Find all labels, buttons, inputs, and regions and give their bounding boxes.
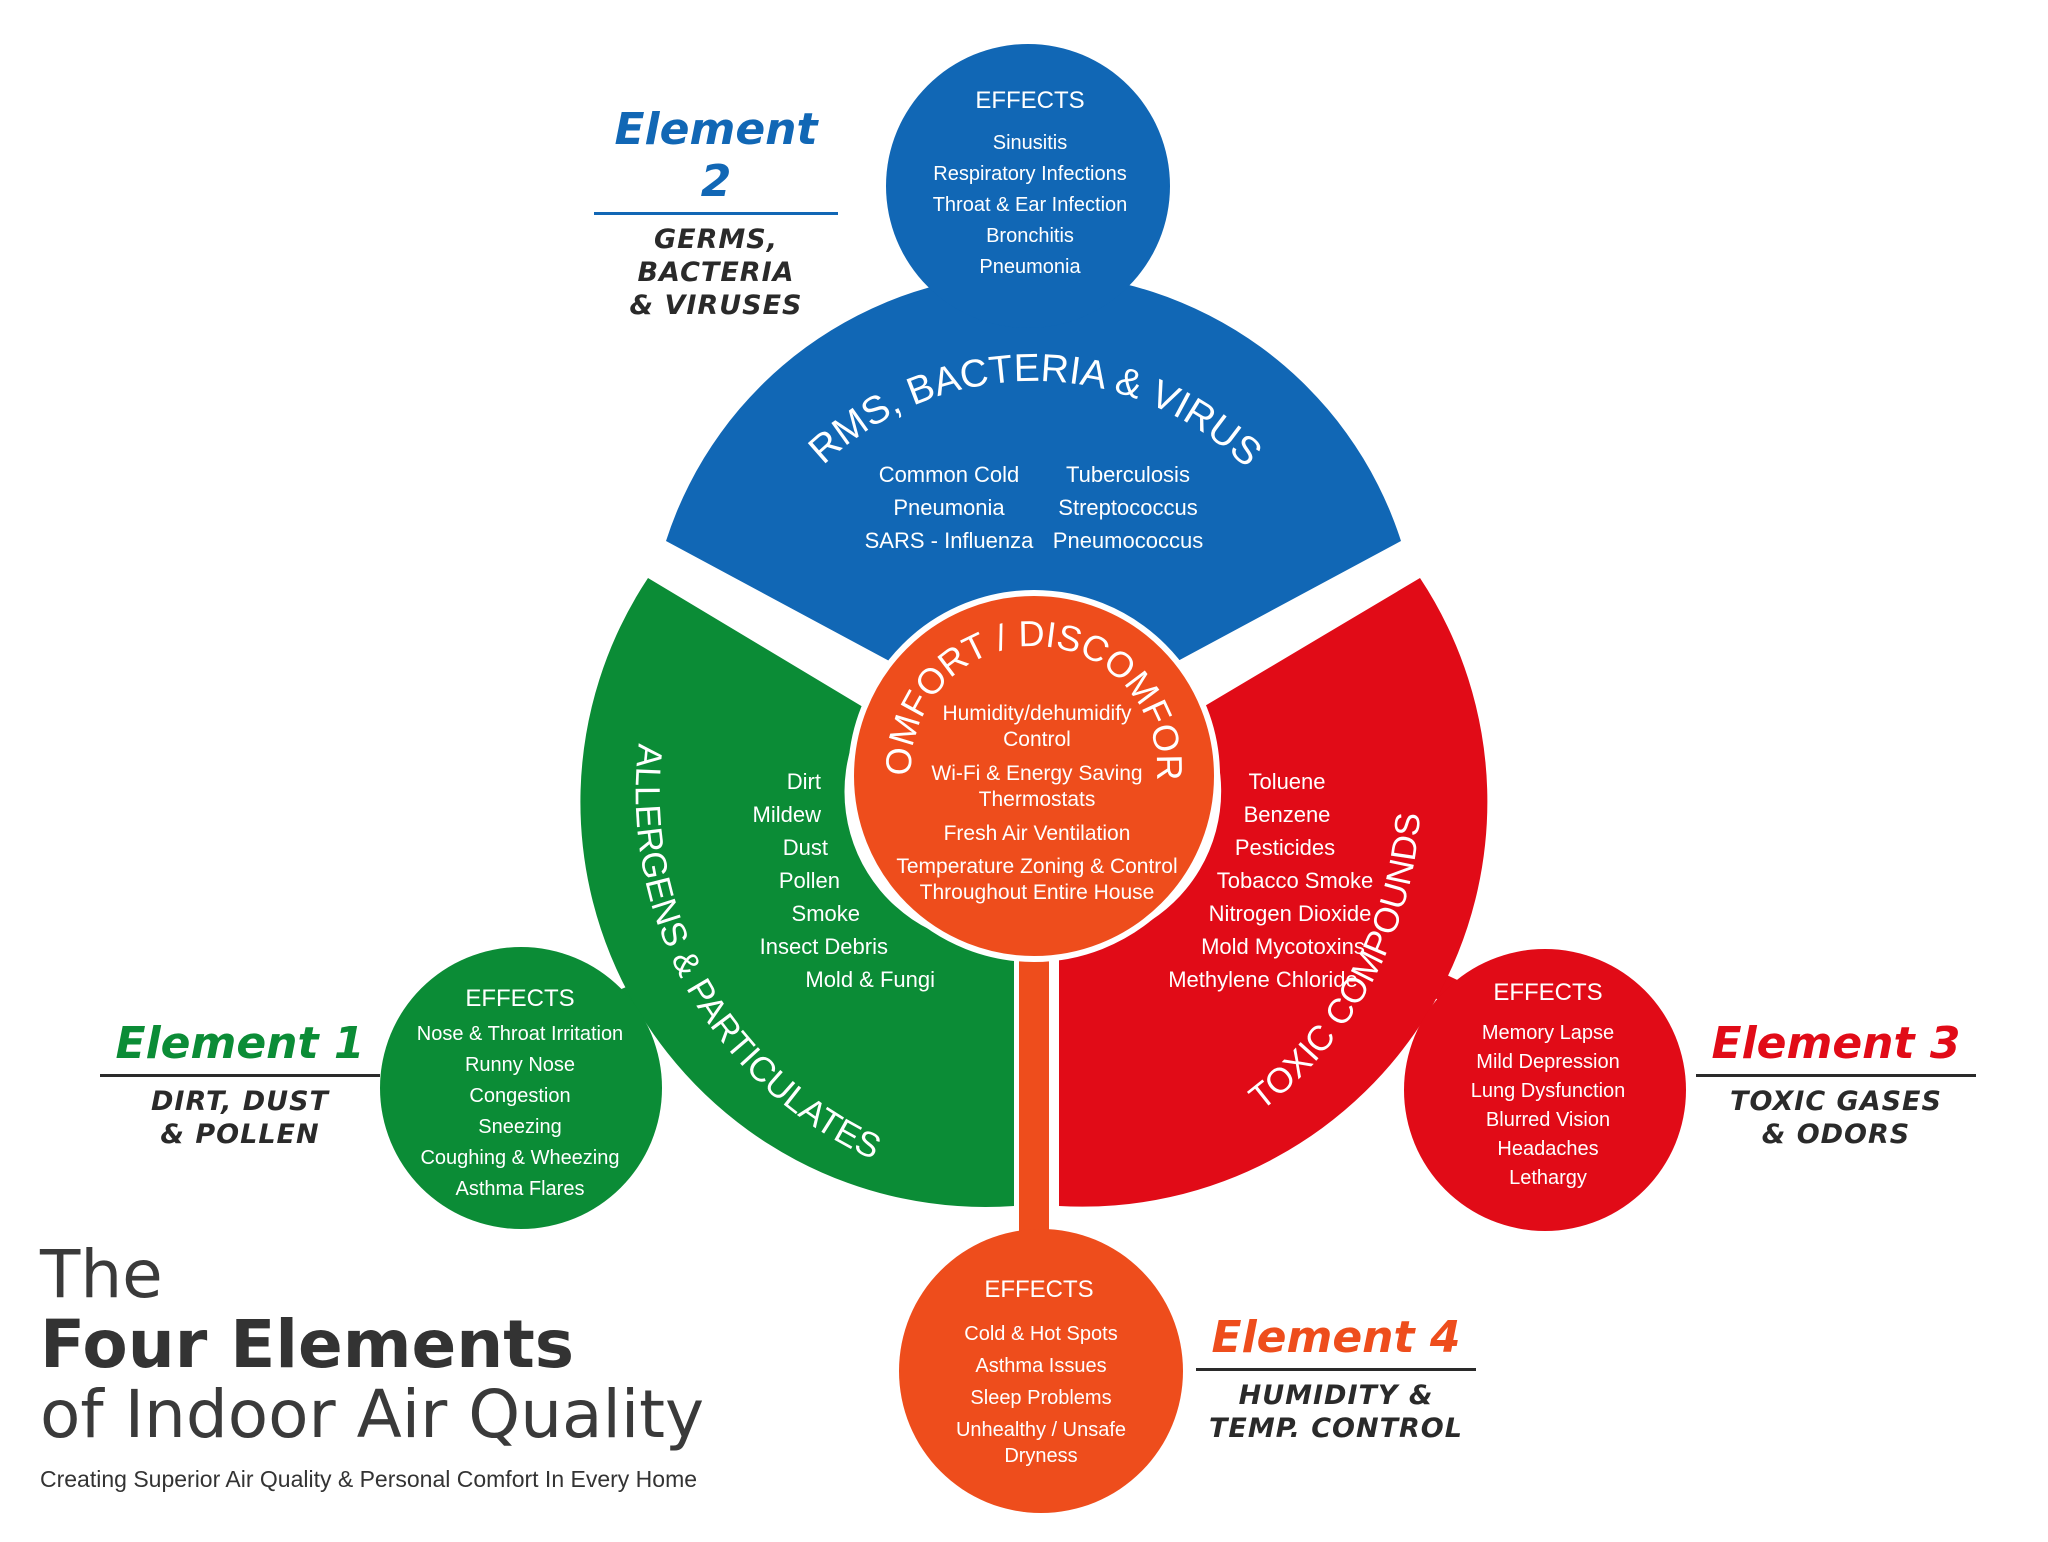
effects-label: EFFECTS bbox=[975, 87, 1084, 114]
effects-label: EFFECTS bbox=[1493, 979, 1602, 1006]
title-line-1: The bbox=[40, 1236, 163, 1313]
allergens-item: Dust bbox=[783, 835, 828, 860]
effects-item: Dryness bbox=[1004, 1445, 1077, 1467]
effects-item: Sleep Problems bbox=[970, 1387, 1111, 1409]
effects-item: Headaches bbox=[1497, 1138, 1598, 1160]
toxic-item: Benzene bbox=[1244, 802, 1331, 827]
allergens-item: Mold & Fungi bbox=[805, 967, 935, 992]
center-hub bbox=[848, 590, 1220, 962]
center-item: Fresh Air Ventilation bbox=[944, 822, 1131, 845]
effects-item: Unhealthy / Unsafe bbox=[956, 1419, 1126, 1441]
effects-item: Nose & Throat Irritation bbox=[417, 1023, 623, 1045]
germs-segment bbox=[666, 273, 1401, 670]
title-line-2: Four Elements bbox=[40, 1306, 575, 1383]
center-item: Wi-Fi & Energy Saving bbox=[931, 762, 1142, 785]
element-1-heading: Element 1 DIRT, DUST & POLLEN bbox=[100, 1018, 380, 1151]
element-4-subtitle: HUMIDITY & TEMP. CONTROL bbox=[1196, 1379, 1476, 1445]
allergens-item: Mildew bbox=[753, 802, 822, 827]
effects-item: Mild Depression bbox=[1476, 1051, 1619, 1073]
effects-item: Blurred Vision bbox=[1486, 1109, 1610, 1131]
center-item: Throughout Entire House bbox=[920, 881, 1155, 904]
element-3-heading: Element 3 TOXIC GASES & ODORS bbox=[1696, 1018, 1976, 1151]
effects-item: Respiratory Infections bbox=[933, 163, 1126, 185]
effects-item: Memory Lapse bbox=[1482, 1022, 1614, 1044]
effects-item: Lethargy bbox=[1509, 1167, 1587, 1189]
toxic-item: Toluene bbox=[1248, 769, 1325, 794]
effects-item: Coughing & Wheezing bbox=[420, 1147, 619, 1169]
element-3-number: Element 3 bbox=[1696, 1018, 1976, 1077]
element-4-line-2: TEMP. CONTROL bbox=[1209, 1413, 1463, 1444]
effects-item: Pneumonia bbox=[979, 256, 1081, 278]
toxic-item: Methylene Chloride bbox=[1168, 967, 1358, 992]
element-4-line-1: HUMIDITY & bbox=[1238, 1380, 1434, 1411]
toxic-item: Mold Mycotoxins bbox=[1201, 934, 1365, 959]
effects-label: EFFECTS bbox=[984, 1276, 1093, 1303]
toxic-item: Nitrogen Dioxide bbox=[1209, 901, 1372, 926]
element-3-line-2: & ODORS bbox=[1761, 1119, 1911, 1150]
element-1-number: Element 1 bbox=[100, 1018, 380, 1077]
germs-item: Common Cold bbox=[879, 462, 1020, 487]
element-3-line-1: TOXIC GASES bbox=[1730, 1086, 1942, 1117]
effects-circle-element-2 bbox=[886, 44, 1170, 328]
element-2-line-2: & VIRUSES bbox=[629, 290, 803, 321]
effects-circle-element-3 bbox=[1404, 949, 1686, 1231]
effects-circle-element-4 bbox=[899, 1229, 1183, 1513]
allergens-item: Smoke bbox=[792, 901, 860, 926]
effects-item: Sinusitis bbox=[993, 132, 1067, 154]
toxic-item: Pesticides bbox=[1235, 835, 1335, 860]
effects-item: Asthma Flares bbox=[456, 1178, 585, 1200]
center-item: Control bbox=[1003, 728, 1071, 751]
element-1-subtitle: DIRT, DUST & POLLEN bbox=[100, 1085, 380, 1151]
center-item: Temperature Zoning & Control bbox=[896, 855, 1177, 878]
germs-item: Streptococcus bbox=[1058, 495, 1197, 520]
toxic-segment bbox=[1059, 578, 1488, 1207]
tagline: Creating Superior Air Quality & Personal… bbox=[40, 1466, 698, 1492]
element-2-line-1: GERMS, BACTERIA bbox=[637, 224, 795, 288]
element-1-line-1: DIRT, DUST bbox=[151, 1086, 329, 1117]
effects-item: Congestion bbox=[469, 1085, 570, 1107]
element-2-subtitle: GERMS, BACTERIA & VIRUSES bbox=[576, 223, 856, 322]
germs-item: Pneumococcus bbox=[1053, 528, 1203, 553]
effects-item: Cold & Hot Spots bbox=[964, 1323, 1117, 1345]
allergens-segment bbox=[580, 578, 1014, 1208]
humidity-stem bbox=[1019, 915, 1049, 1265]
element-4-heading: Element 4 HUMIDITY & TEMP. CONTROL bbox=[1196, 1312, 1476, 1445]
element-4-number: Element 4 bbox=[1196, 1312, 1476, 1371]
toxic-item: Tobacco Smoke bbox=[1217, 868, 1374, 893]
center-item: Humidity/dehumidify bbox=[942, 702, 1132, 725]
allergens-item: Insect Debris bbox=[760, 934, 888, 959]
element-3-subtitle: TOXIC GASES & ODORS bbox=[1696, 1085, 1976, 1151]
element-2-heading: Element 2 GERMS, BACTERIA & VIRUSES bbox=[576, 104, 856, 322]
germs-item: Tuberculosis bbox=[1066, 462, 1190, 487]
effects-item: Lung Dysfunction bbox=[1471, 1080, 1626, 1102]
effects-item: Bronchitis bbox=[986, 225, 1074, 247]
effects-label: EFFECTS bbox=[465, 985, 574, 1012]
allergens-item: Dirt bbox=[787, 769, 821, 794]
effects-item: Sneezing bbox=[478, 1116, 561, 1138]
germs-item: Pneumonia bbox=[893, 495, 1005, 520]
germs-item: SARS - Influenza bbox=[865, 528, 1035, 553]
effects-item: Throat & Ear Infection bbox=[933, 194, 1128, 216]
element-1-line-2: & POLLEN bbox=[160, 1119, 320, 1150]
element-2-number: Element 2 bbox=[594, 104, 838, 215]
title-line-3: of Indoor Air Quality bbox=[40, 1376, 705, 1453]
allergens-item: Pollen bbox=[779, 868, 840, 893]
effects-item: Asthma Issues bbox=[975, 1355, 1106, 1377]
center-item: Thermostats bbox=[979, 788, 1096, 811]
title-block: The Four Elements of Indoor Air Quality … bbox=[40, 1240, 940, 1493]
effects-item: Runny Nose bbox=[465, 1054, 575, 1076]
effects-circle-element-1 bbox=[380, 947, 662, 1229]
